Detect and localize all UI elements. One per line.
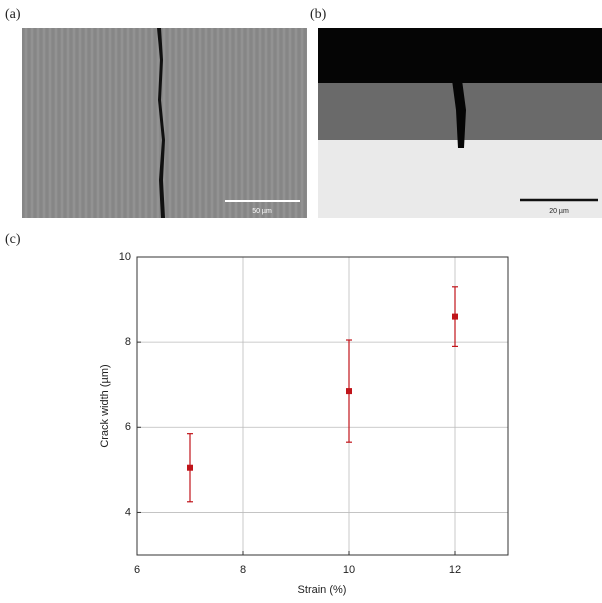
micrograph-b: 20 µm — [318, 28, 602, 218]
panel-label: (b) — [310, 7, 327, 22]
x-tick-label: 6 — [134, 564, 140, 576]
x-tick-label: 8 — [240, 564, 246, 576]
y-tick-label: 4 — [125, 506, 131, 518]
y-axis-label: Crack width (µm) — [99, 364, 111, 447]
panel-label: (c) — [5, 232, 21, 247]
micrograph-a: 50 µm — [22, 28, 307, 218]
scale-bar-label: 50 µm — [252, 208, 272, 215]
point — [452, 313, 458, 320]
x-tick-label: 10 — [343, 564, 355, 576]
panel-label: (a) — [5, 7, 21, 22]
point — [346, 388, 352, 395]
point — [187, 464, 193, 471]
chart: Strain (%) Crack width (µm) — [99, 364, 347, 596]
plot-frame — [136, 256, 509, 556]
y-tick-label: 6 — [125, 421, 131, 433]
scale-bar-label: 20 µm — [549, 208, 569, 215]
y-tick-label: 8 — [125, 336, 131, 348]
y-tick-label: 10 — [119, 251, 131, 263]
x-tick-label: 12 — [449, 564, 461, 576]
x-axis-label: Strain (%) — [298, 584, 347, 596]
